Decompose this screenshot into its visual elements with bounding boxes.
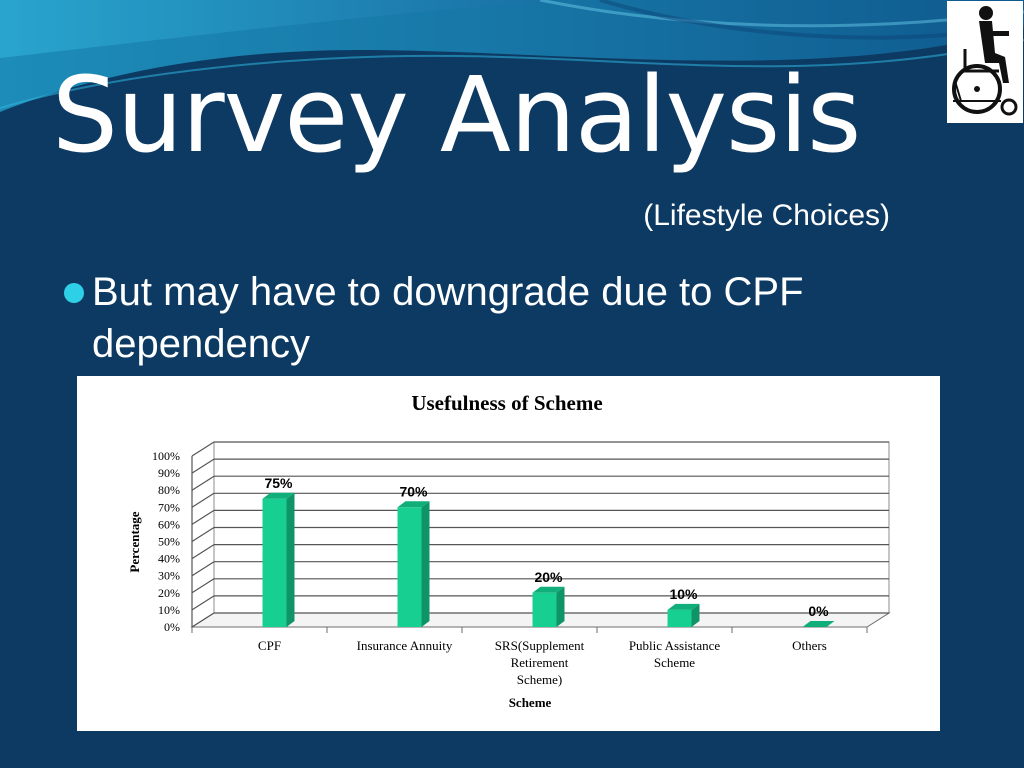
x-axis-label: Scheme [509,695,552,710]
bar-value-label: 75% [264,475,293,491]
y-tick-label: 0% [164,620,180,634]
y-tick-label: 80% [158,483,180,497]
x-tick-label: Insurance Annuity [357,638,453,653]
x-tick-label: CPF [258,638,281,653]
gridline-side [191,595,215,611]
bar-value-label: 0% [808,603,829,619]
y-tick-label: 70% [158,500,180,514]
x-tick-label: Others [792,638,827,653]
y-tick-label: 10% [158,603,180,617]
bar-value-label: 70% [399,483,428,499]
bar-side [421,501,430,627]
bar [532,592,557,627]
gridline-side [191,544,215,560]
bar-side [691,603,700,627]
gridline-side [191,526,215,543]
y-tick-label: 30% [158,569,180,583]
bar-top [532,586,565,593]
bar-value-label: 20% [534,569,563,585]
y-tick-label: 20% [158,586,180,600]
y-tick-label: 60% [158,517,180,531]
gridline-side [191,475,215,491]
usefulness-chart: Usefulness of Scheme Percentage Scheme 0… [127,391,891,710]
slide-title: Survey Analysis [52,54,861,176]
bar [262,498,287,627]
y-tick-label: 90% [158,466,180,480]
bar-side [286,492,295,627]
bar-top [397,501,430,508]
y-axis-label: Percentage [127,511,142,572]
bar-value-label: 10% [669,586,698,602]
gridline-side [191,441,215,457]
gridline-side [191,578,215,594]
bars [262,492,835,627]
bullet-icon [64,283,84,303]
y-tick-label: 100% [152,449,180,463]
bar-top [262,492,295,499]
x-tick-label: Public Assistance Scheme [629,638,721,670]
labels: 0% 10% 20% 30% 40% 50% 60% 70% 80% 90% 100% 75% CPF 7… [152,449,829,687]
gridline-side [191,509,215,525]
chart-panel: Usefulness of Scheme Percentage Scheme 0… [77,376,940,731]
bar-top [802,621,835,627]
bullet-text: But may have to downgrade due to CPF dep… [92,270,804,366]
gridline-side [191,612,215,628]
wheelchair-user-icon [947,1,1023,123]
gridline-side [191,458,215,474]
bar-side [556,586,565,627]
gridline-side [191,561,215,577]
slide-subtitle: (Lifestyle Choices) [643,199,890,232]
bar [397,507,422,627]
x-tick-label: SRS(Supplement Retirement Scheme) [495,638,585,687]
gridline-side [191,492,215,508]
bar [667,609,692,627]
chart-title: Usefulness of Scheme [411,391,602,415]
y-tick-label: 40% [158,552,180,566]
bar-top [667,603,700,610]
y-tick-label: 50% [158,535,180,549]
